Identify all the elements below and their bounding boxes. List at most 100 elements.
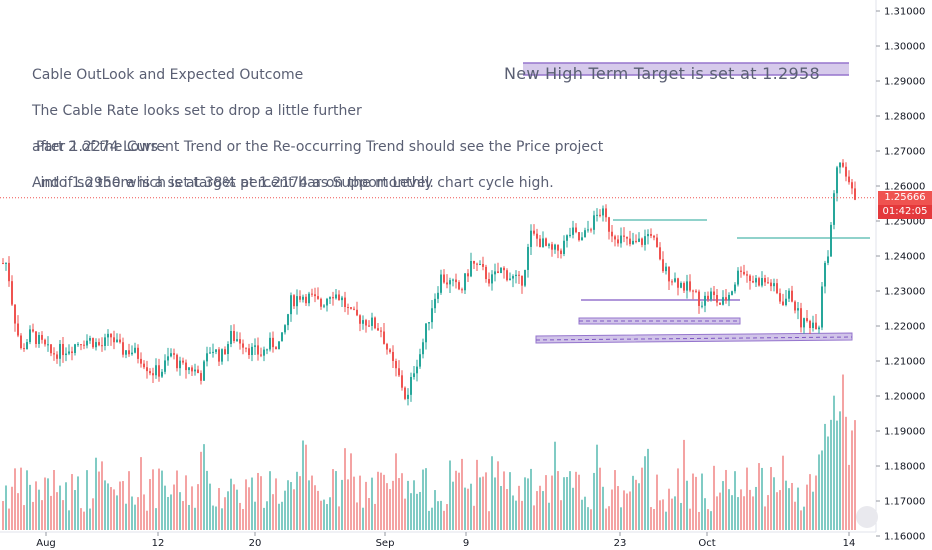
volume-bar: [431, 507, 433, 530]
candle-body: [722, 297, 724, 305]
time-axis[interactable]: Aug 12 20 Sep 9 23 Oct 14: [36, 532, 855, 549]
candle-body: [326, 298, 328, 306]
volume-bar: [521, 500, 523, 530]
volume-bar: [110, 487, 112, 530]
volume-bar: [65, 482, 67, 530]
candle-body: [812, 322, 814, 328]
volume-bar: [413, 480, 415, 530]
volume-bar: [260, 476, 262, 530]
candle-body: [785, 298, 787, 306]
volume-bar: [407, 480, 409, 530]
candle-body: [437, 292, 439, 299]
volume-bar: [617, 486, 619, 530]
candle-body: [689, 281, 691, 291]
candle-body: [653, 235, 655, 238]
volume-bar: [356, 502, 358, 530]
annotation-outlook[interactable]: Cable OutLook and Expected Outcome The C…: [32, 45, 434, 201]
candle-body: [320, 298, 322, 307]
candle-body: [782, 301, 784, 306]
volume-bar: [542, 491, 544, 530]
volume-bar: [812, 491, 814, 530]
y-tick-label: 1.31000: [884, 7, 925, 18]
candle-body: [380, 330, 382, 332]
candle-body: [71, 351, 73, 354]
candle-body: [242, 343, 244, 348]
volume-bar: [410, 493, 412, 530]
candle-body: [215, 349, 217, 352]
annotation-line: The Cable Rate looks set to drop a littl…: [32, 103, 362, 119]
volume-bar: [851, 430, 853, 530]
candle-body: [407, 394, 409, 399]
support-target-band: [535, 332, 853, 344]
candle-body: [548, 244, 550, 246]
candle-body: [563, 240, 565, 254]
candle-body: [620, 235, 622, 244]
volume-bar: [833, 395, 835, 530]
volume-bar: [770, 467, 772, 530]
candle-body: [842, 162, 844, 167]
volume-bar: [23, 505, 25, 530]
volume-bar: [161, 470, 163, 530]
volume-bar: [131, 496, 133, 530]
candle-body: [113, 337, 115, 343]
candle-body: [770, 282, 772, 287]
volume-bar: [143, 494, 145, 530]
candle-body: [710, 291, 712, 300]
candle-body: [635, 240, 637, 242]
candle-body: [716, 295, 718, 303]
candle-body: [254, 345, 256, 347]
candle-body: [593, 215, 595, 230]
volume-bar: [11, 486, 13, 530]
candle-body: [272, 337, 274, 348]
countdown-tag: 01:42:05: [878, 205, 932, 219]
candle-body: [851, 182, 853, 189]
target-annotation[interactable]: New High Term Target is set at 1.2958: [504, 64, 820, 83]
candle-body: [89, 338, 91, 341]
candle-body: [41, 335, 43, 340]
volume-bar: [518, 485, 520, 530]
candle-body: [17, 323, 19, 336]
price-axis[interactable]: 1.31000 1.30000 1.29000 1.28000 1.27000 1.260…: [876, 7, 925, 543]
candle-body: [236, 339, 238, 342]
volume-bar: [242, 508, 244, 530]
volume-bar: [83, 511, 85, 530]
candle-body: [164, 360, 166, 372]
annotation-part2[interactable]: Part 2 of the Current Trend or the Re-oc…: [36, 117, 603, 201]
candle-body: [764, 278, 766, 283]
candle-body: [26, 342, 28, 349]
candle-body: [275, 347, 277, 350]
annotation-line: Part 2 of the Current Trend or the Re-oc…: [36, 139, 604, 155]
volume-bar: [311, 475, 313, 530]
tradingview-logo-icon[interactable]: [856, 506, 878, 528]
volume-bar: [533, 505, 535, 530]
candle-body: [590, 229, 592, 231]
y-tick-label: 1.16000: [884, 532, 925, 543]
volume-bar: [707, 509, 709, 530]
candle-body: [128, 350, 130, 355]
volume-bar: [716, 496, 718, 530]
volume-bar: [500, 486, 502, 530]
volume-bar: [731, 495, 733, 530]
candle-body: [833, 193, 835, 225]
candle-body: [638, 238, 640, 242]
annotation-line: And if so there is a set target at 1.217…: [32, 175, 434, 191]
y-tick-label: 1.19000: [884, 427, 925, 438]
volume-bar: [434, 490, 436, 530]
volume-bar: [728, 489, 730, 530]
volume-bar: [32, 501, 34, 530]
candle-body: [611, 231, 613, 237]
candle-body: [584, 230, 586, 238]
volume-bar: [809, 474, 811, 530]
volume-bar: [794, 501, 796, 530]
candle-body: [278, 341, 280, 350]
candle-body: [65, 353, 67, 356]
volume-bar: [464, 487, 466, 530]
volume-bar: [200, 451, 202, 530]
volume-bar: [437, 501, 439, 530]
candle-body: [419, 354, 421, 367]
volume-bar: [134, 504, 136, 530]
candle-body: [740, 270, 742, 272]
candle-body: [614, 236, 616, 240]
volume-bar: [248, 487, 250, 530]
